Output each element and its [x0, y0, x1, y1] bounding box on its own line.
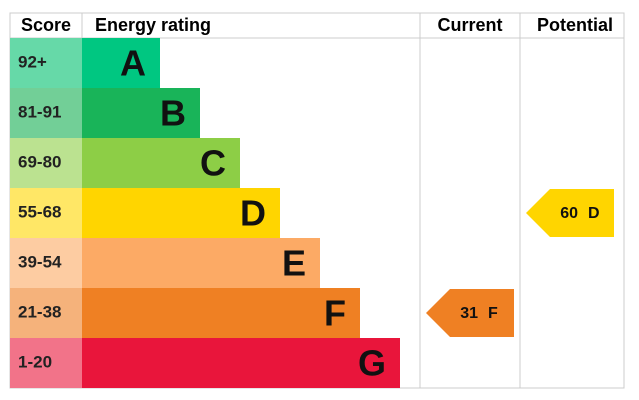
score-label: 55-68 [18, 202, 61, 221]
score-cell [10, 38, 82, 88]
rating-bar [82, 188, 280, 238]
rating-letter: F [324, 293, 346, 334]
potential-value: 60 [560, 205, 578, 222]
potential-letter: D [588, 205, 600, 222]
score-cell [10, 288, 82, 338]
rating-letter: C [200, 143, 226, 184]
current-letter: F [488, 305, 498, 322]
current-arrow [426, 289, 514, 337]
rating-letter: B [160, 93, 186, 134]
score-label: 69-80 [18, 152, 61, 171]
rating-letter: A [120, 43, 146, 84]
rating-bar [82, 338, 400, 388]
rating-bar [82, 288, 360, 338]
score-cell [10, 338, 82, 388]
score-label: 21-38 [18, 302, 61, 321]
rating-bar [82, 38, 160, 88]
header-score: Score [21, 15, 71, 35]
potential-arrow [526, 189, 614, 237]
rating-letter: G [358, 343, 386, 384]
rating-bar [82, 138, 240, 188]
current-value: 31 [460, 305, 478, 322]
score-cell [10, 88, 82, 138]
header-current: Current [437, 15, 502, 35]
rating-letter: D [240, 193, 266, 234]
header-potential: Potential [537, 15, 613, 35]
score-label: 1-20 [18, 352, 52, 371]
score-cell [10, 238, 82, 288]
score-label: 81-91 [18, 102, 61, 121]
score-cell [10, 138, 82, 188]
rating-letter: E [282, 243, 306, 284]
score-label: 39-54 [18, 252, 62, 271]
header-rating: Energy rating [95, 15, 211, 35]
rating-bar [82, 238, 320, 288]
rating-bar [82, 88, 200, 138]
score-cell [10, 188, 82, 238]
score-label: 92+ [18, 52, 47, 71]
